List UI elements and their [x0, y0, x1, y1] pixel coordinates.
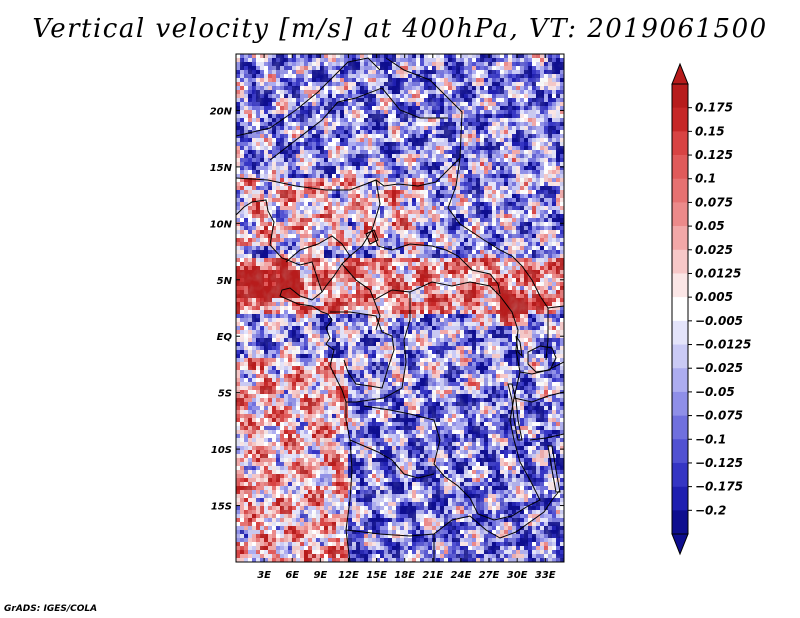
colorbar-label: 0.0125	[695, 266, 741, 280]
colorbar-label: −0.125	[695, 456, 743, 470]
y-tick-label: 15S	[211, 502, 232, 513]
border-niger-mali	[269, 87, 448, 161]
lake-tanganyika	[507, 383, 523, 441]
axes: 3E 6E 9E 12E 15E 18E 21E 24E 27E 30E 33E 20N 15N 10N 5…	[210, 54, 564, 581]
lake-malawi	[547, 445, 561, 493]
colorbar-label: 0.15	[695, 124, 725, 138]
colorbar-label: 0.175	[695, 101, 733, 115]
plot-frame	[235, 53, 565, 563]
x-tick-label: 21E	[422, 570, 443, 581]
colorbar-swatch	[672, 155, 688, 180]
colorbar-swatch	[672, 84, 688, 108]
colorbar-swatch	[672, 249, 688, 274]
colorbar-swatch	[672, 202, 688, 227]
border-zambia	[433, 489, 561, 562]
colorbar-swatch	[672, 320, 688, 345]
colorbar-label: 0.025	[695, 243, 733, 257]
x-tick-label: 6E	[285, 570, 299, 581]
colorbar-swatch	[672, 107, 688, 132]
border-east	[513, 308, 564, 441]
colorbar-swatch	[672, 510, 688, 535]
border-cameroon	[341, 229, 381, 331]
x-tick-label: 30E	[507, 570, 528, 581]
border-angola	[345, 439, 471, 537]
colorbar: 0.175 0.15 0.125 0.1 0.075 0.05 0.025 0.0125 0.0…	[671, 62, 751, 556]
colorbar-label: −0.0125	[695, 338, 751, 352]
y-tick-label: 5N	[217, 276, 233, 287]
x-tick-label: 12E	[338, 570, 359, 581]
colorbar-label: 0.005	[695, 290, 733, 304]
colorbar-swatch	[672, 368, 688, 393]
y-tick-label: 10S	[211, 445, 232, 456]
software-credit: GrADS: IGES/COLA	[4, 604, 98, 614]
x-tick-label: 9E	[313, 570, 327, 581]
colorbar-swatch	[672, 226, 688, 251]
colorbar-label: −0.2	[695, 503, 726, 517]
colorbar-swatch	[672, 415, 688, 440]
colorbar-label: −0.025	[695, 361, 743, 375]
x-tick-label: 3E	[257, 570, 271, 581]
x-tick-label: 18E	[394, 570, 415, 581]
border-nigeria	[285, 235, 351, 293]
colorbar-swatch	[672, 131, 688, 156]
chart-title: Vertical velocity [m/s] at 400hPa, VT: 2…	[32, 14, 768, 44]
colorbar-label: −0.05	[695, 385, 735, 399]
border-sahel	[236, 57, 463, 191]
y-tick-label: EQ	[217, 332, 233, 343]
x-tick-label: 27E	[479, 570, 500, 581]
y-tick-label: 10N	[210, 219, 233, 230]
border-car	[373, 281, 501, 301]
lake-victoria	[527, 345, 557, 373]
colorbar-swatch	[672, 178, 688, 203]
map-boundaries	[236, 57, 564, 562]
x-tick-label: 33E	[535, 570, 556, 581]
colorbar-swatch	[672, 273, 688, 298]
colorbar-swatch	[672, 439, 688, 464]
colorbar-label: −0.175	[695, 480, 743, 494]
colorbar-swatch	[672, 344, 688, 369]
colorbar-label: −0.075	[695, 409, 743, 423]
lake-chad	[365, 229, 379, 245]
colorbar-swatch	[672, 297, 688, 322]
border-congo	[330, 311, 395, 389]
velocity-field	[236, 54, 564, 562]
colorbar-label: 0.125	[695, 148, 733, 162]
colorbar-frame	[671, 83, 689, 535]
colorbar-swatch	[672, 462, 688, 487]
border-sudan	[447, 157, 564, 309]
colorbar-label: −0.005	[695, 314, 743, 328]
x-tick-label: 24E	[451, 570, 472, 581]
colorbar-label: 0.05	[695, 219, 725, 233]
y-tick-label: 20N	[210, 106, 233, 117]
border-drc	[346, 292, 541, 521]
colorbar-label: −0.1	[695, 432, 726, 446]
coastline	[236, 199, 353, 562]
colorbar-label: 0.1	[695, 172, 716, 186]
y-tick-label: 5S	[218, 389, 232, 400]
border-north	[236, 57, 381, 137]
colorbar-extend-max	[671, 62, 689, 85]
colorbar-label: 0.075	[695, 195, 733, 209]
colorbar-extend-min	[671, 533, 689, 556]
y-tick-label: 15N	[210, 163, 233, 174]
colorbar-swatch	[672, 391, 688, 416]
x-tick-label: 15E	[366, 570, 387, 581]
lake-albert	[515, 335, 523, 358]
colorbar-swatch	[672, 486, 688, 511]
